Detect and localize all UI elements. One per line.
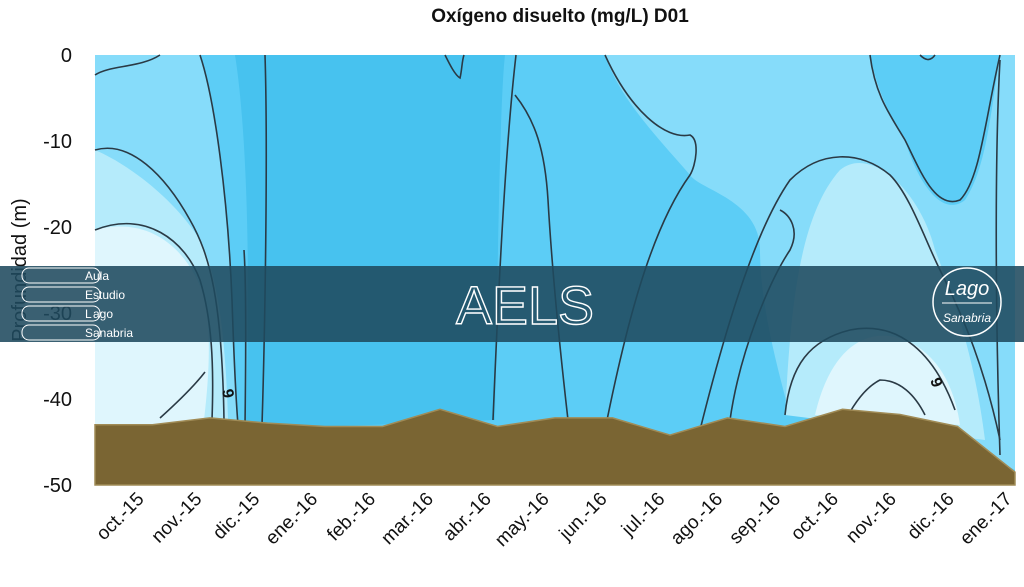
logo-title: Lago xyxy=(945,278,990,300)
x-tick-label: may.-16 xyxy=(491,489,553,551)
watermark-acronym: AELS xyxy=(456,276,594,336)
watermark-initial: A xyxy=(85,269,93,283)
contour-line xyxy=(869,54,1001,203)
contour-line xyxy=(995,59,1001,456)
y-tick-label: -10 xyxy=(43,131,72,153)
x-tick-label: ago.-16 xyxy=(667,489,727,549)
x-tick-label: nov.-16 xyxy=(842,489,901,548)
x-tick-label: feb.-16 xyxy=(323,489,380,546)
x-tick-label: jul.-16 xyxy=(617,489,669,541)
lago-sanabria-logo: Lago Sanabria xyxy=(932,267,1002,337)
y-tick-label: -50 xyxy=(43,475,72,497)
contour-line xyxy=(849,379,926,416)
logo-circle xyxy=(932,267,1002,337)
x-tick-label: dic.-16 xyxy=(903,489,958,544)
lake-bottom-sediment xyxy=(94,408,1016,486)
watermark-initial: E xyxy=(85,288,93,302)
watermark-word: ula xyxy=(93,269,109,283)
x-tick-label: dic.-15 xyxy=(209,489,264,544)
x-tick-label: mar.-16 xyxy=(377,489,437,549)
contour-line xyxy=(492,54,517,421)
x-tick-label: ene.-16 xyxy=(262,489,322,549)
watermark-initial: L xyxy=(85,307,92,321)
y-tick-label: -20 xyxy=(43,217,72,239)
contour-line xyxy=(94,54,161,76)
watermark-word: studio xyxy=(93,288,125,302)
x-tick-label: oct.-16 xyxy=(787,489,843,545)
logo-subtitle: Sanabria xyxy=(943,311,991,325)
watermark-pill xyxy=(21,324,101,341)
chart-title: Oxígeno disuelto (mg/L) D01 xyxy=(431,6,689,27)
watermark-pill xyxy=(21,286,101,303)
watermark-word: ago xyxy=(93,307,113,321)
y-tick-label: -40 xyxy=(43,389,72,411)
y-tick-label: 0 xyxy=(61,45,72,67)
x-tick-label: ene.-17 xyxy=(956,489,1016,549)
watermark-pill xyxy=(21,305,101,322)
aels-watermark: A ula E studio L ago S anabria AELS Lago… xyxy=(0,266,1024,342)
oxygen-band-high-right xyxy=(870,55,1000,205)
contour-line xyxy=(159,371,206,419)
watermark-word: anabria xyxy=(93,326,133,340)
x-tick-label: abr.-16 xyxy=(439,489,496,546)
y-axis: 0-10-20-30-40-50 xyxy=(43,45,72,497)
watermark-initial: S xyxy=(85,326,93,340)
contour-line xyxy=(919,54,936,61)
x-tick-label: nov.-15 xyxy=(148,489,207,548)
contour-line xyxy=(444,54,465,80)
contour-value-label: 9 xyxy=(218,388,236,400)
contour-line xyxy=(514,94,569,421)
contour-line xyxy=(261,54,268,426)
watermark-pill xyxy=(21,267,101,284)
oxygen-band-very-high xyxy=(235,55,505,430)
x-tick-label: jun.-16 xyxy=(555,489,612,546)
contour-line xyxy=(729,209,795,421)
watermark-band xyxy=(0,266,1024,342)
watermark-lines: A ula E studio L ago S anabria xyxy=(21,267,133,341)
x-tick-label: sep.-16 xyxy=(725,489,785,549)
x-tick-label: oct.-15 xyxy=(93,489,149,545)
